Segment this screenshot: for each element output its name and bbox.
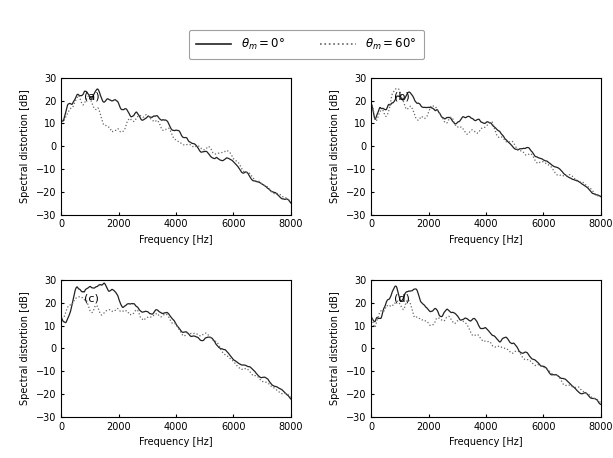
Y-axis label: Spectral distortion [dB]: Spectral distortion [dB] bbox=[20, 292, 31, 405]
Text: (b): (b) bbox=[394, 92, 410, 102]
X-axis label: Frequency [Hz]: Frequency [Hz] bbox=[449, 437, 523, 447]
Y-axis label: Spectral distortion [dB]: Spectral distortion [dB] bbox=[330, 89, 340, 203]
Legend: $\theta_m = 0°$, $\theta_m = 60°$: $\theta_m = 0°$, $\theta_m = 60°$ bbox=[189, 30, 424, 59]
X-axis label: Frequency [Hz]: Frequency [Hz] bbox=[139, 437, 213, 447]
X-axis label: Frequency [Hz]: Frequency [Hz] bbox=[449, 235, 523, 245]
Y-axis label: Spectral distortion [dB]: Spectral distortion [dB] bbox=[20, 89, 31, 203]
X-axis label: Frequency [Hz]: Frequency [Hz] bbox=[139, 235, 213, 245]
Y-axis label: Spectral distortion [dB]: Spectral distortion [dB] bbox=[330, 292, 340, 405]
Text: (d): (d) bbox=[394, 294, 410, 304]
Text: (a): (a) bbox=[84, 92, 100, 102]
Text: (c): (c) bbox=[84, 294, 99, 304]
